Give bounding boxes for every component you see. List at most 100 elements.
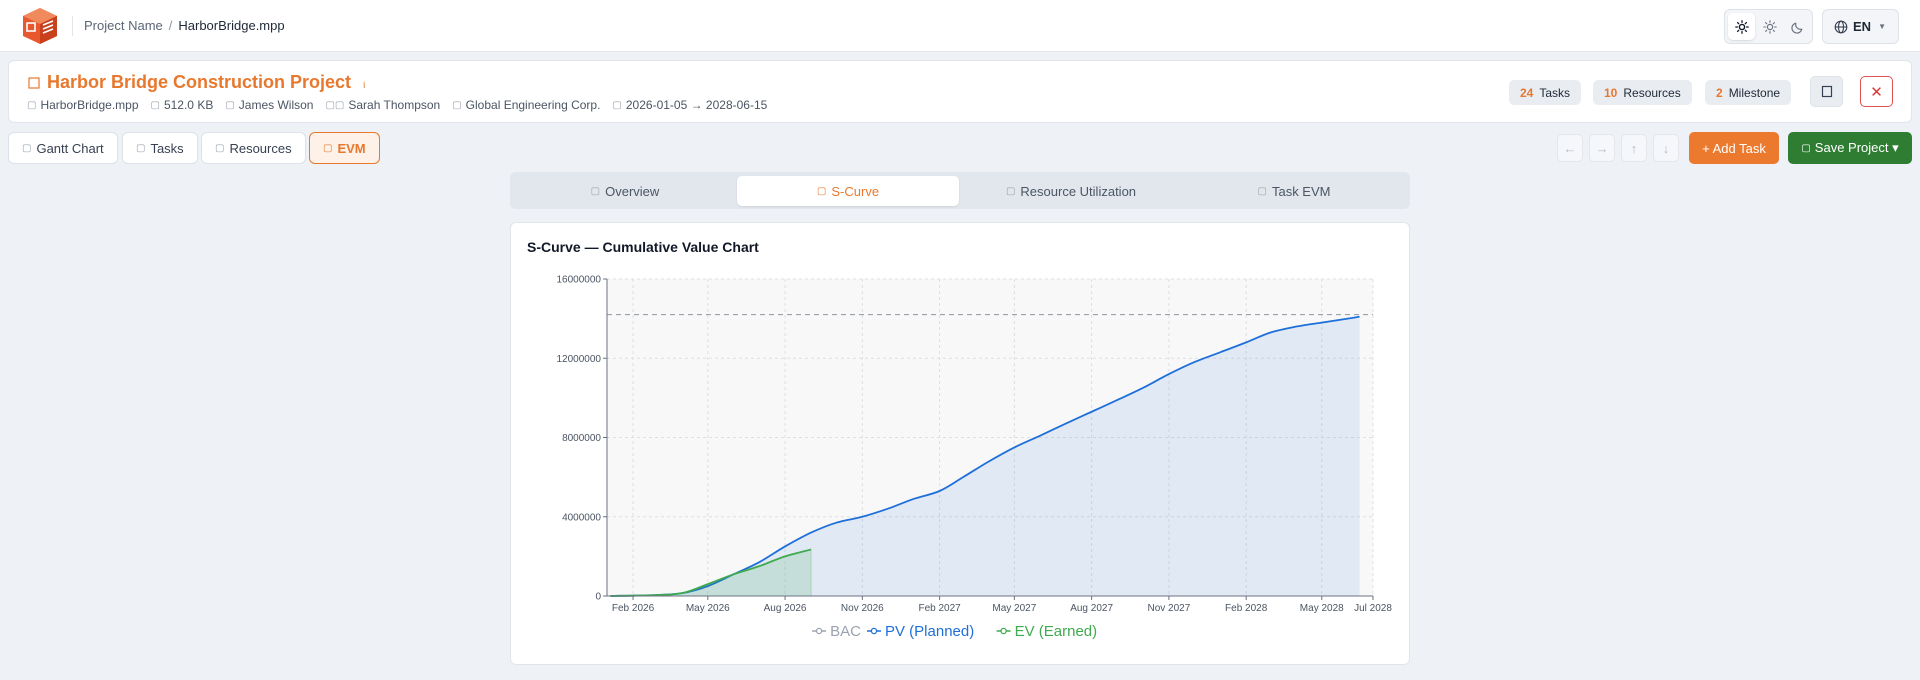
move-up-button[interactable]: ↑ bbox=[1621, 134, 1647, 162]
save-project-button[interactable]: ▢ Save Project ▾ bbox=[1788, 132, 1912, 164]
app-logo-icon[interactable] bbox=[20, 6, 60, 46]
notes-button[interactable] bbox=[1810, 76, 1843, 107]
meta-manager-text: James Wilson bbox=[238, 98, 314, 112]
project-title-text: Harbor Bridge Construction Project bbox=[47, 72, 352, 92]
tasks-count-badge: 24 Tasks bbox=[1509, 80, 1582, 105]
tab-evm[interactable]: ▢ EVM bbox=[309, 132, 380, 164]
milestone-count: 2 bbox=[1716, 85, 1723, 100]
resources-count-badge: 10 Resources bbox=[1593, 80, 1692, 105]
users-icon: ▢▢ bbox=[325, 99, 345, 111]
move-down-button[interactable]: ↓ bbox=[1653, 134, 1679, 162]
meta-dates: ▢ 2026-01-05 → 2028-06-15 bbox=[612, 98, 767, 112]
tab-gantt-chart[interactable]: ▢ Gantt Chart bbox=[8, 132, 118, 164]
legend-marker-dot bbox=[1000, 627, 1007, 635]
meta-size: ▢ 512.0 KB bbox=[151, 98, 214, 112]
tab-s-curve-label: S-Curve bbox=[831, 183, 880, 199]
ev-series-area bbox=[610, 549, 812, 596]
project-meta: ▢ HarborBridge.mpp ▢ 512.0 KB ▢ James Wilso… bbox=[27, 98, 767, 112]
project-title: Harbor Bridge Construction Project i bbox=[27, 72, 366, 93]
tab-resources[interactable]: ▢ Resources bbox=[201, 132, 306, 164]
building-icon: ▢ bbox=[452, 99, 462, 111]
legend-marker-dot bbox=[870, 627, 878, 635]
pv-series-area bbox=[610, 316, 1360, 596]
disk-icon: ▢ bbox=[150, 99, 160, 111]
move-right-button[interactable]: → bbox=[1589, 134, 1615, 162]
breadcrumb: Project Name / HarborBridge.mpp bbox=[84, 18, 285, 33]
x-tick-label: Nov 2027 bbox=[1147, 603, 1190, 614]
save-icon: ▢ bbox=[1801, 142, 1811, 154]
close-project-button[interactable]: ✕ bbox=[1860, 76, 1893, 107]
milestone-count-badge: 2 Milestone bbox=[1705, 80, 1792, 105]
calendar-icon: ▢ bbox=[612, 99, 622, 111]
tab-evm-label: EVM bbox=[337, 140, 366, 156]
meta-owner: ▢▢ Sarah Thompson bbox=[325, 98, 440, 112]
theme-auto-button[interactable] bbox=[1728, 13, 1755, 40]
sun-icon bbox=[1762, 19, 1777, 34]
tab-resources-label: Resources bbox=[229, 140, 292, 156]
evm-icon: ▢ bbox=[323, 142, 333, 154]
divider bbox=[72, 16, 73, 36]
tasks-count: 24 bbox=[1520, 85, 1534, 100]
meta-owner-text: Sarah Thompson bbox=[348, 98, 441, 112]
y-tick-label: 4000000 bbox=[562, 512, 601, 523]
move-left-button[interactable]: ← bbox=[1557, 134, 1583, 162]
tab-task-evm[interactable]: ▢ Task EVM bbox=[1183, 176, 1405, 206]
meta-company-text: Global Engineering Corp. bbox=[465, 98, 601, 112]
tab-gantt-label: Gantt Chart bbox=[36, 140, 104, 156]
moon-icon bbox=[1790, 22, 1802, 34]
y-tick-label: 12000000 bbox=[557, 354, 602, 365]
x-tick-label: Feb 2028 bbox=[1225, 603, 1268, 614]
legend-label: PV (Planned) bbox=[885, 623, 974, 640]
chart-title: S-Curve — Cumulative Value Chart bbox=[527, 239, 759, 255]
resources-label: Resources bbox=[1623, 85, 1681, 100]
task-evm-icon: ▢ bbox=[1257, 185, 1267, 197]
y-tick-label: 16000000 bbox=[557, 275, 602, 286]
add-task-button[interactable]: + Add Task bbox=[1689, 132, 1779, 164]
tab-s-curve[interactable]: ▢ S-Curve bbox=[737, 176, 959, 206]
info-icon[interactable]: i bbox=[363, 79, 366, 90]
ev-series-line bbox=[610, 548, 812, 597]
save-project-label: Save Project ▾ bbox=[1814, 140, 1899, 155]
note-icon bbox=[1821, 85, 1832, 98]
x-tick-label: May 2028 bbox=[1300, 603, 1344, 614]
tab-overview[interactable]: ▢ Overview bbox=[514, 176, 736, 206]
tab-task-evm-label: Task EVM bbox=[1271, 183, 1331, 199]
meta-file: ▢ HarborBridge.mpp bbox=[27, 98, 139, 112]
tasks-icon: ▢ bbox=[136, 142, 146, 154]
theme-switcher bbox=[1724, 9, 1813, 44]
language-label: EN bbox=[1853, 19, 1872, 34]
language-selector[interactable]: EN ▼ bbox=[1822, 9, 1899, 44]
legend-label: EV (Earned) bbox=[1015, 623, 1098, 640]
tab-tasks-label: Tasks bbox=[150, 140, 184, 156]
meta-size-text: 512.0 KB bbox=[163, 98, 214, 112]
tab-resource-utilization-label: Resource Utilization bbox=[1020, 183, 1137, 199]
tasks-label: Tasks bbox=[1539, 85, 1571, 100]
theme-light-button[interactable] bbox=[1756, 13, 1783, 40]
sun-auto-icon bbox=[1734, 19, 1749, 34]
y-tick-label: 0 bbox=[595, 592, 601, 603]
tab-resource-utilization[interactable]: ▢ Resource Utilization bbox=[960, 176, 1182, 206]
breadcrumb-separator: / bbox=[168, 18, 173, 33]
legend-marker-dot bbox=[815, 627, 823, 635]
breadcrumb-project[interactable]: Project Name bbox=[84, 18, 163, 33]
globe-icon bbox=[1834, 20, 1848, 33]
chart-icon: ▢ bbox=[816, 185, 827, 197]
s-curve-chart: 0 4000000 8000000 12000000 16000000 Feb 2026 M… bbox=[557, 275, 1393, 641]
tab-tasks[interactable]: ▢ Tasks bbox=[122, 132, 198, 164]
x-tick-label: Aug 2027 bbox=[1070, 603, 1113, 614]
y-tick-label: 8000000 bbox=[562, 433, 601, 444]
x-tick-label: Nov 2026 bbox=[841, 603, 884, 614]
overview-icon: ▢ bbox=[590, 185, 601, 197]
chart-legend: BAC PV (Planned) EV (Earned) bbox=[812, 623, 1097, 640]
x-tick-label: Feb 2026 bbox=[612, 603, 655, 614]
evm-subtabs: ▢ Overview ▢ S-Curve ▢ Resource Utilization… bbox=[510, 172, 1410, 209]
top-bar: Project Name / HarborBridge.mpp EN ▼ bbox=[0, 0, 1920, 52]
chevron-down-icon: ▼ bbox=[1878, 22, 1886, 31]
x-tick-label: Aug 2026 bbox=[764, 603, 807, 614]
legend-label: BAC bbox=[830, 623, 861, 640]
project-header-card: Harbor Bridge Construction Project i ▢ Ha… bbox=[8, 60, 1912, 123]
close-icon: ✕ bbox=[1870, 83, 1883, 101]
theme-dark-button[interactable] bbox=[1784, 13, 1811, 40]
utilization-icon: ▢ bbox=[1005, 185, 1016, 197]
gantt-icon: ▢ bbox=[22, 142, 32, 154]
